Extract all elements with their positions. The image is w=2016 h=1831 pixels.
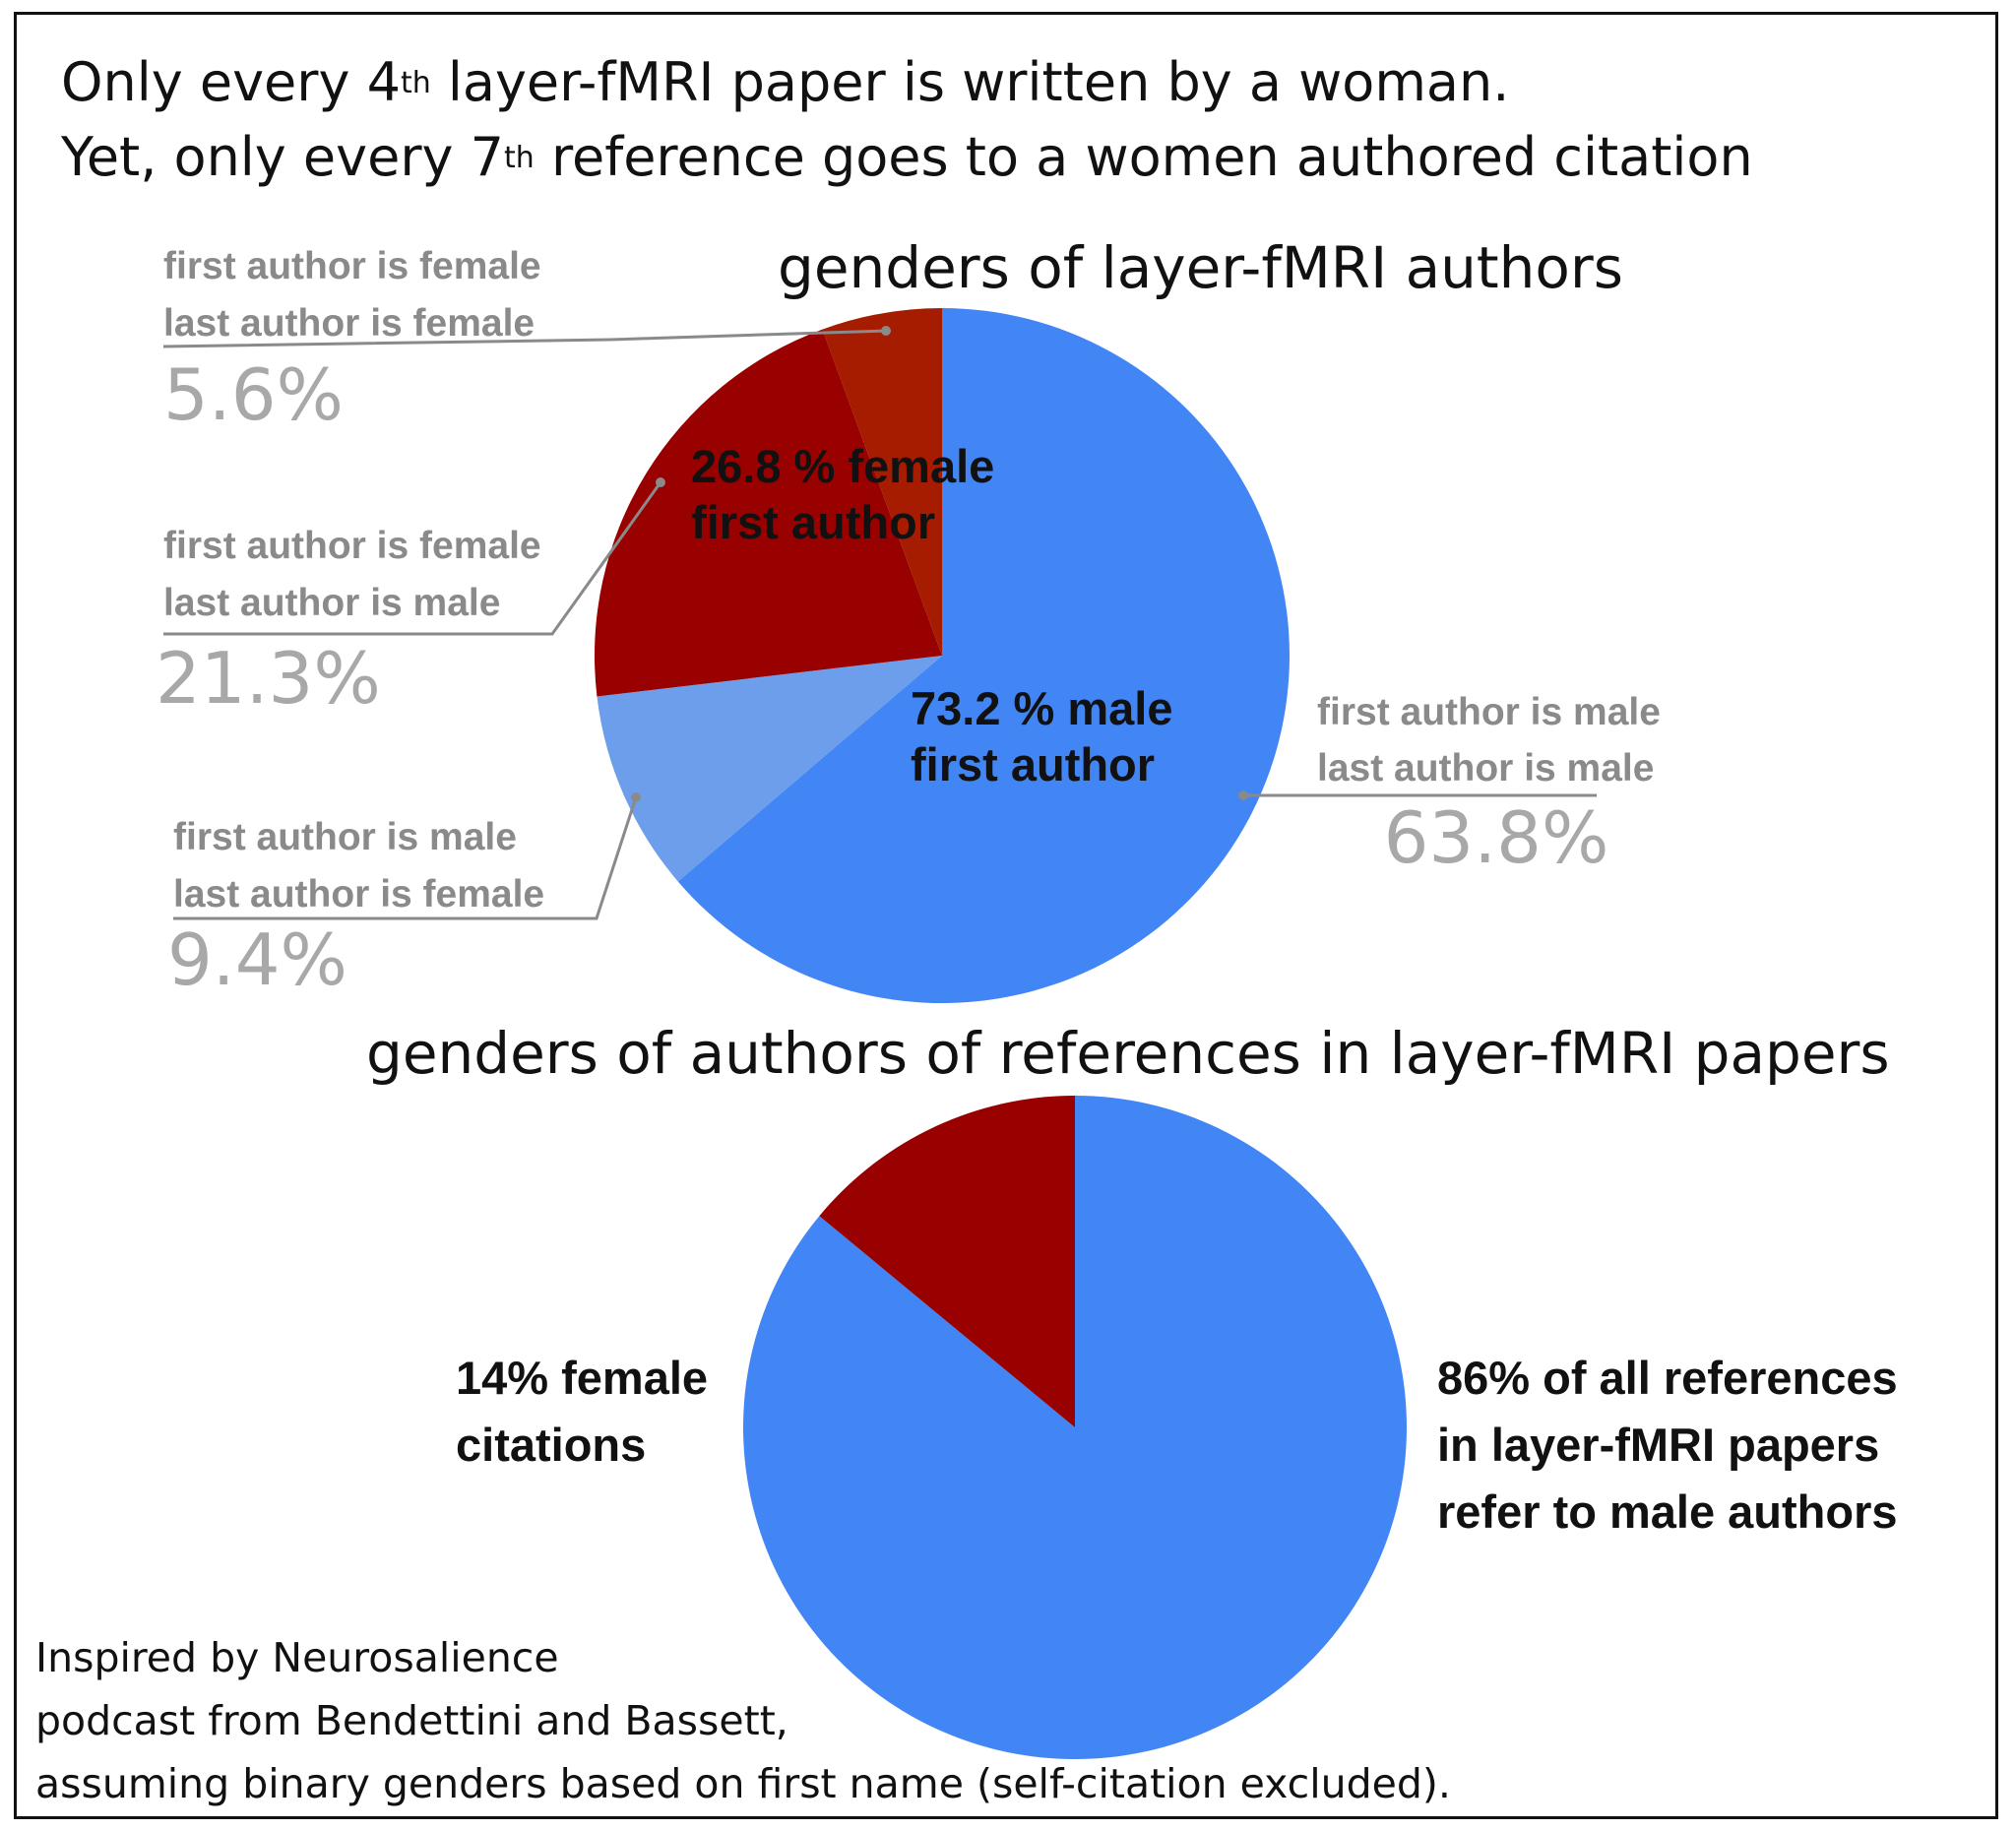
slice-4-label-line-1: first author is female	[163, 245, 541, 287]
chart-1-slice-3	[594, 329, 942, 697]
figure-frame	[14, 12, 1998, 1819]
group-male-label-line-1: 73.2 % male	[911, 682, 1173, 734]
slice-3-leader-dot	[656, 477, 665, 487]
slice-2-leader-dot	[631, 792, 641, 802]
slice-3-label-line-1: first author is female	[163, 525, 541, 567]
headline-2-text-end: reference goes to a women authored citat…	[534, 126, 1753, 188]
headline-1-text: Only every 4	[61, 51, 401, 113]
slice-2-label-line-2: last author is female	[173, 873, 544, 916]
group-female-label-line-1: 26.8 % female	[691, 440, 994, 492]
slice-3-leader-line	[163, 481, 662, 636]
footnote-line-1: Inspired by Neurosalience	[35, 1634, 559, 1681]
headline-line-1: Only every 4th layer-fMRI paper is writt…	[61, 51, 1509, 113]
headline-1-text-end: layer-fMRI paper is written by a woman.	[430, 51, 1510, 113]
chart-2-female-label-line-2: citations	[456, 1419, 646, 1471]
chart-1-slice-4	[822, 308, 942, 656]
chart-1-slice-1	[677, 308, 1290, 1004]
slice-2-percent: 9.4%	[167, 918, 347, 1001]
chart-2-title: genders of authors of references in laye…	[366, 1020, 1890, 1087]
slice-2-leader-line	[173, 796, 638, 920]
slice-3-percent: 21.3%	[156, 637, 381, 720]
slice-4-leader-dot	[881, 326, 891, 336]
footnote-line-3: assuming binary genders based on first n…	[35, 1760, 1451, 1807]
slice-4-label-line-2: last author is female	[163, 302, 535, 345]
chart-1-slice-2	[597, 656, 942, 882]
slice-1-label-line-2: last author is male	[1317, 747, 1654, 789]
slice-2-label-line-1: first author is male	[173, 816, 517, 858]
headline-2-superscript: th	[504, 141, 535, 175]
slice-3-label-line-2: last author is male	[163, 582, 500, 624]
chart-1-title: genders of layer-fMRI authors	[778, 234, 1623, 301]
slice-4-percent: 5.6%	[163, 353, 344, 436]
slice-1-label-line-1: first author is male	[1317, 691, 1661, 733]
headline-2-text: Yet, only every 7	[61, 126, 505, 188]
chart-2-male-label-line-1: 86% of all references	[1437, 1352, 1898, 1404]
chart-2-slice-1	[743, 1096, 1408, 1759]
chart-2-slice-2	[819, 1096, 1075, 1427]
slice-1-percent: 63.8%	[1384, 796, 1609, 879]
chart-2-male-label-line-3: refer to male authors	[1437, 1485, 1898, 1538]
chart-2-female-label-line-1: 14% female	[456, 1352, 708, 1404]
headline-line-2: Yet, only every 7th reference goes to a …	[61, 126, 1753, 188]
footnote-line-2: podcast from Bendettini and Bassett,	[35, 1697, 788, 1744]
headline-1-superscript: th	[400, 66, 431, 100]
slice-1-leader-dot	[1238, 790, 1248, 800]
slice-4-leader-line	[162, 329, 887, 348]
group-male-label-line-2: first author	[911, 738, 1155, 790]
chart-2-male-label-line-2: in layer-fMRI papers	[1437, 1419, 1879, 1471]
group-female-label-line-2: first author	[691, 496, 935, 548]
